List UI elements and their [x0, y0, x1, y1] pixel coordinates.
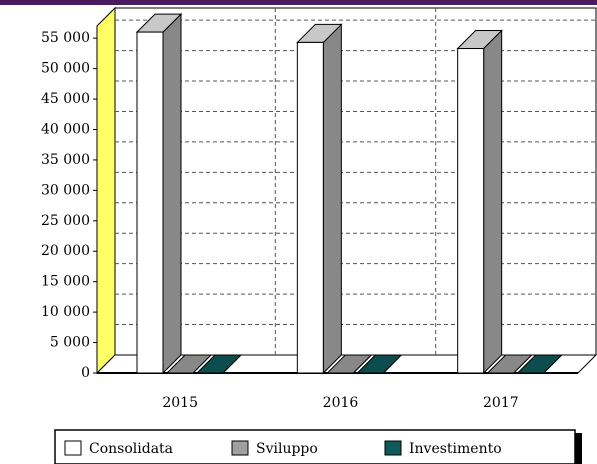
y-tick-label: 25 000 — [41, 213, 90, 229]
top-bar — [0, 0, 597, 5]
bar-top — [165, 354, 213, 374]
legend-swatch — [384, 440, 402, 456]
legend-label: Consolidata — [89, 441, 173, 457]
y-tick-label: 45 000 — [41, 91, 90, 107]
bar-side — [322, 23, 342, 375]
left-wall — [96, 6, 116, 375]
x-tick-label: 2015 — [162, 395, 198, 411]
y-tick-label: 5 000 — [50, 335, 90, 351]
bar-top — [486, 354, 533, 374]
y-tick-label: 40 000 — [41, 121, 90, 137]
bar-top — [356, 354, 403, 374]
y-tick-label: 20 000 — [41, 243, 90, 259]
y-tick-label: 50 000 — [41, 61, 90, 77]
bar-top — [326, 354, 373, 374]
y-tick-label: 30 000 — [41, 182, 90, 198]
bar — [296, 41, 324, 374]
bar — [457, 48, 485, 374]
y-tick-label: 35 000 — [41, 152, 90, 168]
y-tick-label: 10 000 — [41, 304, 90, 320]
bar-top — [195, 354, 243, 374]
y-tick-label: 15 000 — [41, 274, 90, 290]
legend-label: Investimento — [409, 441, 502, 457]
y-tick-label: 0 — [81, 365, 90, 381]
bar-top — [516, 354, 563, 374]
back-wall — [114, 7, 597, 356]
bar-side — [483, 29, 503, 375]
bar — [136, 31, 164, 374]
legend — [54, 429, 576, 464]
y-tick-label: 55 000 — [41, 30, 90, 46]
legend-swatch — [231, 440, 249, 456]
legend-label: Sviluppo — [256, 441, 318, 457]
bar-side — [162, 12, 182, 375]
x-tick-label: 2017 — [483, 395, 519, 411]
x-tick-label: 2016 — [323, 395, 359, 411]
legend-swatch — [64, 440, 82, 456]
